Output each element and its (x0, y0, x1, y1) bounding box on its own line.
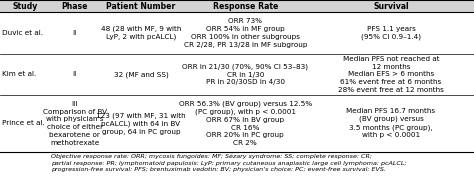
Bar (0, 0, 474, 12)
Text: ORR in 21/30 (70%, 90% CI 53–83)
CR in 1/30
PR in 20/30SD in 4/30: ORR in 21/30 (70%, 90% CI 53–83) CR in 1… (182, 63, 308, 85)
Text: PFS 1.1 years
(95% CI 0.9–1.4): PFS 1.1 years (95% CI 0.9–1.4) (361, 26, 421, 40)
Text: Median PFS 16.7 months
(BV group) versus
3.5 months (PC group),
with p < 0.0001: Median PFS 16.7 months (BV group) versus… (346, 108, 436, 138)
Text: ORR 56.3% (BV group) versus 12.5%
(PC group), with p < 0.0001
ORR 67% in BV grou: ORR 56.3% (BV group) versus 12.5% (PC gr… (179, 100, 312, 146)
Text: Duvic et al.: Duvic et al. (2, 30, 43, 36)
Text: II: II (73, 71, 77, 77)
Text: III
Comparison of BV
with physician’s
choice of either
bexarotene or
methotrexat: III Comparison of BV with physician’s ch… (43, 101, 107, 146)
Text: Study: Study (12, 2, 37, 11)
Text: Kim et al.: Kim et al. (2, 71, 36, 77)
Text: Patient Number: Patient Number (106, 2, 176, 11)
Text: Median PFS not reached at
12 months
Median EFS > 6 months
61% event free at 6 mo: Median PFS not reached at 12 months Medi… (338, 56, 444, 93)
Text: II: II (73, 30, 77, 36)
Text: Phase: Phase (62, 2, 88, 11)
Text: Survival: Survival (373, 2, 409, 11)
Text: Objective response rate: ORR; mycosis fungoides: MF; Sézary syndrome: SS; comple: Objective response rate: ORR; mycosis fu… (51, 154, 406, 172)
Text: ORR 73%
ORR 54% in MF group
ORR 100% in other subgroups
CR 2/28, PR 13/28 in MF : ORR 73% ORR 54% in MF group ORR 100% in … (183, 18, 307, 48)
Text: Prince et al.: Prince et al. (2, 120, 45, 126)
Text: 123 (97 with MF, 31 with
pcALCL) with 64 in BV
group, 64 in PC group: 123 (97 with MF, 31 with pcALCL) with 64… (96, 112, 186, 135)
Text: 48 (28 with MF, 9 with
LyP, 2 with pcALCL): 48 (28 with MF, 9 with LyP, 2 with pcALC… (101, 26, 181, 41)
Text: Response Rate: Response Rate (213, 2, 278, 11)
Text: 32 (MF and SS): 32 (MF and SS) (114, 71, 168, 78)
